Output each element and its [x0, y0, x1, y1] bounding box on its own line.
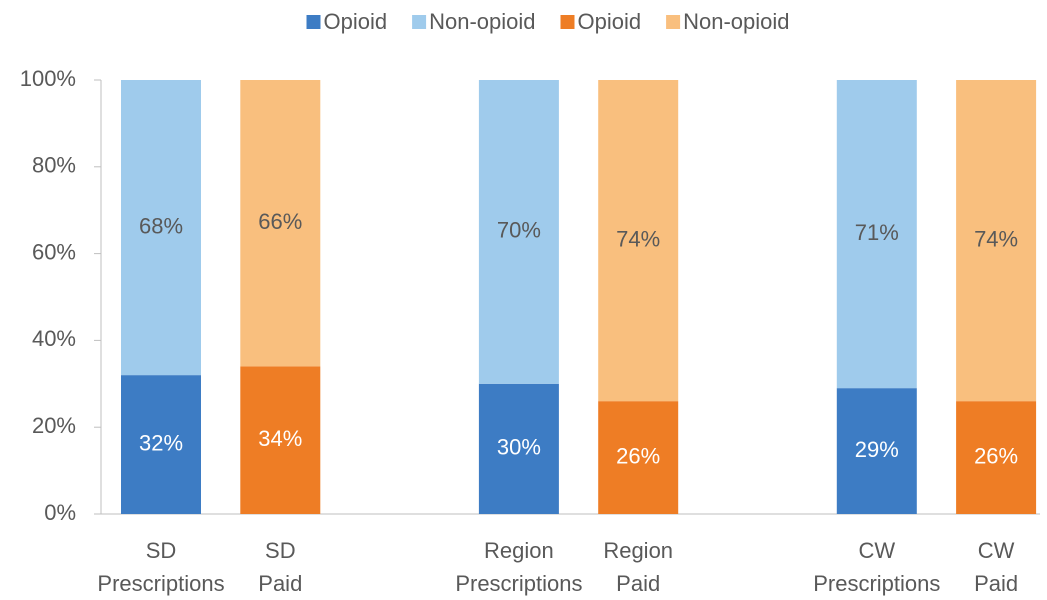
- data-label: 34%: [258, 426, 302, 451]
- bar-segment: [240, 366, 321, 514]
- x-tick-label: SD: [146, 538, 177, 563]
- x-tick-label: Paid: [616, 571, 660, 596]
- data-label: 71%: [855, 220, 899, 245]
- legend-label: Opioid: [578, 9, 642, 34]
- legend-swatch: [412, 15, 427, 29]
- legend-swatch: [306, 15, 321, 29]
- bar-segment: [478, 80, 559, 384]
- bar-segment: [836, 80, 917, 389]
- x-tick-label: Paid: [258, 571, 302, 596]
- x-tick-label: CW: [978, 538, 1015, 563]
- legend-label: Non-opioid: [683, 9, 789, 34]
- x-tick-label: Prescriptions: [97, 571, 224, 596]
- legend-swatch: [560, 15, 575, 29]
- y-tick-label: 60%: [32, 239, 76, 264]
- x-tick-label: CW: [858, 538, 895, 563]
- data-label: 74%: [616, 226, 660, 251]
- data-label: 70%: [497, 218, 541, 243]
- bar-segment: [121, 375, 201, 514]
- legend-label: Opioid: [324, 9, 388, 34]
- x-tick-label: SD: [265, 538, 296, 563]
- x-tick-label: Prescriptions: [455, 571, 582, 596]
- y-tick-label: 40%: [32, 326, 76, 351]
- y-tick-label: 100%: [20, 66, 76, 91]
- bar-segment: [598, 401, 679, 514]
- bar-segment: [956, 401, 1037, 514]
- y-tick-label: 20%: [32, 413, 76, 438]
- x-tick-label: Paid: [974, 571, 1018, 596]
- bar-segment: [240, 80, 321, 367]
- data-label: 29%: [855, 437, 899, 462]
- bar-segment: [478, 383, 559, 514]
- bar-segment: [956, 80, 1037, 402]
- legend-label: Non-opioid: [429, 9, 535, 34]
- data-label: 30%: [497, 435, 541, 460]
- x-tick-label: Region: [484, 538, 554, 563]
- data-label: 26%: [616, 443, 660, 468]
- data-label: 66%: [258, 209, 302, 234]
- bar-segment: [598, 80, 679, 402]
- data-label: 68%: [139, 213, 183, 238]
- data-label: 26%: [974, 443, 1018, 468]
- data-label: 74%: [974, 226, 1018, 251]
- x-tick-label: Prescriptions: [813, 571, 940, 596]
- legend-swatch: [666, 15, 681, 29]
- bar-segment: [836, 388, 917, 514]
- x-tick-label: Region: [603, 538, 673, 563]
- y-tick-label: 80%: [32, 153, 76, 178]
- data-label: 32%: [139, 430, 183, 455]
- y-tick-label: 0%: [44, 500, 76, 525]
- bar-segment: [121, 80, 201, 376]
